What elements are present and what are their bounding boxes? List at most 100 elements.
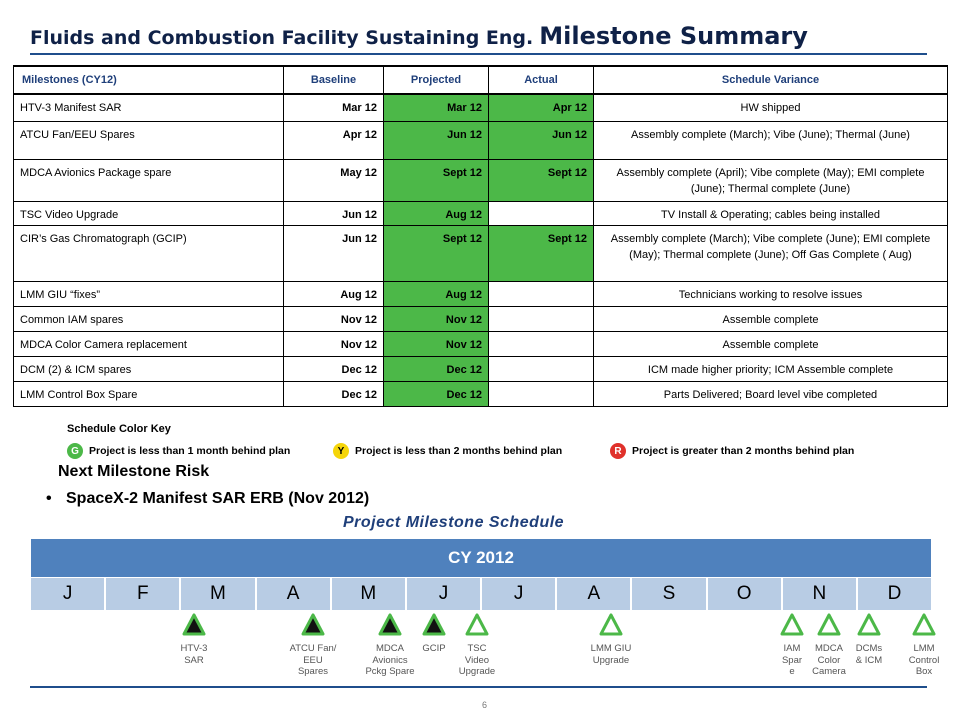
- milestone-label-line: Control: [908, 654, 940, 666]
- variance-cell: HW shipped: [593, 93, 948, 122]
- milestone-cell: HTV-3 Manifest SAR: [13, 93, 284, 122]
- baseline-cell: Jun 12: [283, 224, 384, 282]
- col-header-actual: Actual: [488, 65, 594, 95]
- milestone-cell: ATCU Fan/EEU Spares: [13, 120, 284, 160]
- variance-cell: TV Install & Operating; cables being ins…: [593, 200, 948, 226]
- milestone-label-line: LMM GIU: [590, 643, 632, 654]
- projected-cell: Sept 12: [383, 158, 489, 202]
- baseline-cell: Mar 12: [283, 93, 384, 122]
- table-row: Common IAM spares Nov 12 Nov 12 Assemble co…: [13, 305, 948, 332]
- status-y-icon: Y: [333, 443, 349, 459]
- milestone-label-line: MDCA: [815, 643, 843, 654]
- projected-cell: Jun 12: [383, 120, 489, 160]
- milestone-label: MDCA Color Camera: [799, 643, 859, 678]
- milestone-cell: MDCA Avionics Package spare: [13, 158, 284, 202]
- milestone-cell: Common IAM spares: [13, 305, 284, 332]
- table-header-row: Milestones (CY12) Baseline Projected Act…: [13, 65, 948, 95]
- col-header-projected: Projected: [383, 65, 489, 95]
- milestone-open-triangle-icon: [857, 613, 881, 636]
- variance-cell: Assemble complete: [593, 305, 948, 332]
- slide-title: Fluids and Combustion Facility Sustainin…: [30, 22, 808, 50]
- milestone-label-line: ATCU Fan/: [289, 643, 337, 654]
- risk-bullet: • SpaceX-2 Manifest SAR ERB (Nov 2012): [46, 490, 369, 508]
- bullet-icon: •: [46, 490, 52, 507]
- table-row: MDCA Color Camera replacement Nov 12 Nov 1…: [13, 330, 948, 357]
- month-cell: J: [482, 578, 556, 610]
- milestone-cell: LMM Control Box Spare: [13, 380, 284, 407]
- milestone-label-line: GCIP: [422, 643, 446, 654]
- projected-cell: Aug 12: [383, 280, 489, 307]
- status-r-icon: R: [610, 443, 626, 459]
- risk-item: SpaceX-2 Manifest SAR ERB (Nov 2012): [66, 490, 370, 507]
- projected-cell: Nov 12: [383, 305, 489, 332]
- milestone-label-line: e: [789, 666, 795, 677]
- milestone-cell: LMM GIU “fixes”: [13, 280, 284, 307]
- milestone-complete-triangle-icon: [378, 613, 402, 636]
- milestone-label-line: Upgrade: [458, 666, 496, 677]
- milestone-complete-triangle-icon: [182, 613, 206, 636]
- variance-cell: Assembly complete (April); Vibe complete…: [593, 158, 948, 202]
- milestone-label: TSC Video Upgrade: [447, 643, 507, 678]
- color-key-item: Y Project is less than 2 months behind pl…: [333, 442, 562, 460]
- milestone-label: IAM Spar e: [762, 643, 822, 678]
- month-cell: F: [106, 578, 180, 610]
- milestone-label: GCIP: [404, 643, 464, 655]
- status-g-icon: G: [67, 443, 83, 459]
- milestone-open-triangle-icon: [780, 613, 804, 636]
- schedule-title: Project Milestone Schedule: [343, 514, 565, 531]
- milestone-label-line: Pckg Spare: [365, 666, 415, 677]
- milestone-cell: CIR’s Gas Chromatograph (GCIP): [13, 224, 284, 282]
- baseline-cell: Nov 12: [283, 330, 384, 357]
- slide-title-part1: Fluids and Combustion Facility Sustainin…: [30, 27, 534, 49]
- milestone-label-line: Upgrade: [592, 654, 630, 666]
- month-cell: D: [857, 578, 932, 610]
- table-row: LMM GIU “fixes” Aug 12 Aug 12 Technicians w…: [13, 280, 948, 307]
- milestone-cell: TSC Video Upgrade: [13, 200, 284, 226]
- milestone-complete-triangle-icon: [422, 613, 446, 636]
- month-cell: J: [31, 578, 105, 610]
- milestone-open-triangle-icon: [912, 613, 936, 636]
- baseline-cell: Apr 12: [283, 120, 384, 160]
- actual-cell: [488, 380, 594, 407]
- actual-cell: Sept 12: [488, 158, 594, 202]
- milestone-label-line: HTV-3: [180, 643, 208, 654]
- table-row: TSC Video Upgrade Jun 12 Aug 12 TV Install …: [13, 200, 948, 226]
- milestone-label: MDCA Avionics Pckg Spare: [360, 643, 420, 678]
- variance-cell: Assemble complete: [593, 330, 948, 357]
- milestone-label: LMM GIU Upgrade: [581, 643, 641, 666]
- milestone-open-triangle-icon: [817, 613, 841, 636]
- month-cell: A: [557, 578, 631, 610]
- table-row: MDCA Avionics Package spare May 12 Sept 12…: [13, 158, 948, 202]
- baseline-cell: Dec 12: [283, 380, 384, 407]
- milestone-label: ATCU Fan/EEU Spares: [283, 643, 343, 678]
- table-row: LMM Control Box Spare Dec 12 Dec 12 Parts D…: [13, 380, 948, 407]
- milestone-label-line: SAR: [184, 654, 204, 666]
- actual-cell: [488, 355, 594, 382]
- projected-cell: Sept 12: [383, 224, 489, 282]
- month-cell: A: [256, 578, 330, 610]
- col-header-baseline: Baseline: [283, 65, 384, 95]
- milestone-label: LMM Control Box: [894, 643, 954, 678]
- milestone-label-line: LMM: [913, 643, 935, 654]
- actual-cell: Sept 12: [488, 224, 594, 282]
- baseline-cell: May 12: [283, 158, 384, 202]
- col-header-variance: Schedule Variance: [593, 65, 948, 95]
- table-row: CIR’s Gas Chromatograph (GCIP) Jun 12 Sept…: [13, 224, 948, 282]
- table-row: DCM (2) & ICM spares Dec 12 Dec 12 ICM made…: [13, 355, 948, 382]
- color-key-label: Project is less than 1 month behind plan: [89, 445, 291, 457]
- title-divider: [30, 53, 927, 55]
- milestone-open-triangle-icon: [599, 613, 623, 636]
- actual-cell: [488, 330, 594, 357]
- milestone-label: HTV-3 SAR: [164, 643, 224, 666]
- footer-divider: [30, 686, 927, 688]
- milestone-table: Milestones (CY12) Baseline Projected Act…: [13, 65, 948, 407]
- milestone-label-line: & ICM: [855, 654, 883, 666]
- projected-cell: Nov 12: [383, 330, 489, 357]
- milestone-label-line: Box: [915, 666, 933, 677]
- milestone-label-line: Color: [817, 654, 841, 666]
- color-key-item: R Project is greater than 2 months behind…: [610, 442, 854, 460]
- color-key-label: Project is less than 2 months behind pla…: [355, 445, 563, 457]
- month-cell: O: [707, 578, 781, 610]
- page-number: 6: [482, 700, 488, 710]
